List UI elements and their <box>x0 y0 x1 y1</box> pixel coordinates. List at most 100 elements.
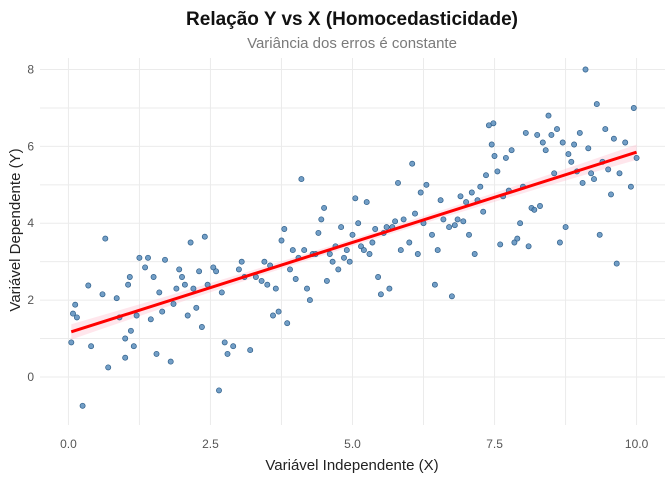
data-point <box>494 168 501 175</box>
x-tick-label: 2.5 <box>202 437 219 451</box>
data-point <box>483 172 489 179</box>
data-point <box>162 256 168 263</box>
data-point <box>284 320 291 327</box>
data-point <box>275 308 282 315</box>
data-point <box>588 170 595 177</box>
data-point <box>490 120 497 127</box>
data-point <box>79 402 86 409</box>
data-point <box>281 226 288 232</box>
y-tick-label: 6 <box>27 139 34 153</box>
data-point <box>616 170 623 177</box>
data-point <box>99 291 106 298</box>
data-point <box>531 206 538 213</box>
data-point <box>630 105 637 111</box>
data-point <box>145 254 151 261</box>
data-point <box>126 274 133 280</box>
data-point <box>213 268 220 275</box>
data-point <box>150 274 157 280</box>
data-point <box>502 154 509 161</box>
data-point <box>613 260 620 267</box>
data-point <box>451 222 458 229</box>
data-point <box>440 216 447 223</box>
data-point <box>326 251 333 257</box>
data-point <box>136 254 143 261</box>
data-point <box>591 176 597 183</box>
data-point <box>468 189 475 196</box>
data-point <box>156 289 163 296</box>
data-point <box>400 216 407 223</box>
data-point <box>369 239 376 246</box>
data-point <box>571 141 578 148</box>
data-point <box>471 251 478 257</box>
data-point <box>187 239 194 246</box>
data-point <box>414 251 421 257</box>
data-point <box>417 189 424 196</box>
data-point <box>372 226 379 232</box>
data-point <box>190 285 197 292</box>
data-points <box>68 66 640 409</box>
data-point <box>301 247 308 254</box>
data-point <box>446 224 453 231</box>
data-point <box>568 158 575 165</box>
data-point <box>349 231 356 238</box>
data-point <box>210 264 217 271</box>
data-point <box>167 358 174 365</box>
regression-line-layer <box>70 150 638 334</box>
data-point <box>565 151 572 158</box>
data-point <box>122 335 129 342</box>
data-point <box>377 291 384 298</box>
data-point <box>525 243 532 250</box>
data-point <box>434 247 441 254</box>
data-point <box>341 254 347 261</box>
data-point <box>423 181 430 188</box>
data-point <box>142 264 149 271</box>
data-point <box>201 233 208 240</box>
data-point <box>264 281 271 288</box>
data-point <box>454 216 461 223</box>
data-point <box>605 166 612 173</box>
data-point <box>542 147 549 154</box>
data-point <box>338 224 345 231</box>
data-point <box>627 183 634 190</box>
data-point <box>448 293 455 300</box>
data-point <box>633 154 640 161</box>
data-point <box>522 129 529 136</box>
data-point <box>491 153 498 159</box>
data-point <box>551 170 558 177</box>
data-point <box>375 274 382 280</box>
regression-line <box>70 150 638 334</box>
data-point <box>292 276 299 282</box>
data-point <box>480 208 487 215</box>
data-point <box>514 235 521 242</box>
data-point <box>73 314 80 321</box>
data-point <box>335 266 342 273</box>
data-point <box>170 300 177 307</box>
x-tick-label: 7.5 <box>486 437 503 451</box>
data-point <box>173 285 180 292</box>
data-point <box>184 312 191 319</box>
data-point <box>306 297 313 304</box>
data-point <box>395 179 401 186</box>
data-point <box>556 239 563 246</box>
data-point <box>596 231 603 238</box>
data-point <box>130 343 137 350</box>
data-point <box>261 258 268 265</box>
data-point <box>329 258 336 265</box>
y-axis-label: Variável Dependente (Y) <box>7 148 24 311</box>
data-point <box>397 247 404 254</box>
data-point <box>511 239 518 246</box>
data-point <box>278 237 285 244</box>
data-point <box>363 199 370 206</box>
data-point <box>289 247 296 254</box>
x-tick-label: 5.0 <box>344 437 361 451</box>
data-point <box>235 266 242 273</box>
data-point <box>602 126 609 133</box>
data-point <box>622 139 629 146</box>
data-point <box>460 218 467 225</box>
data-point <box>321 204 328 211</box>
data-point <box>198 324 205 330</box>
data-point <box>176 266 183 273</box>
data-point <box>497 241 504 248</box>
data-point <box>122 354 129 361</box>
